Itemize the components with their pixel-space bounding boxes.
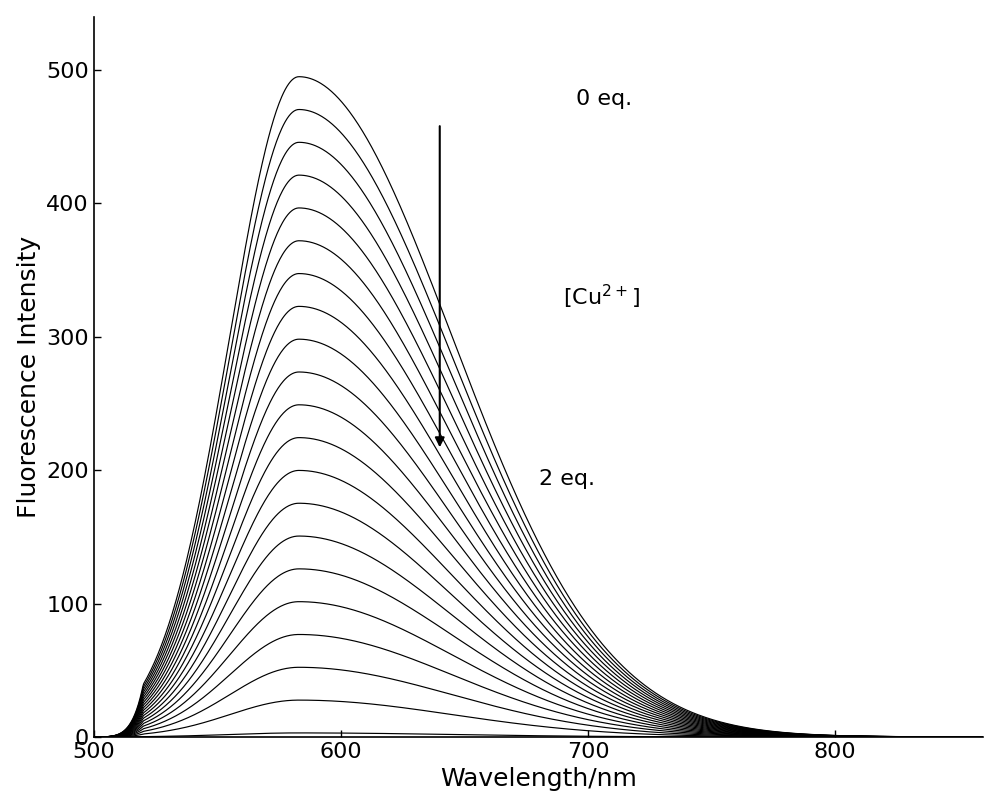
X-axis label: Wavelength/nm: Wavelength/nm xyxy=(440,768,637,791)
Text: 2 eq.: 2 eq. xyxy=(539,469,595,490)
Text: 0 eq.: 0 eq. xyxy=(576,90,632,109)
Text: $[\mathrm{Cu}^{2+}]$: $[\mathrm{Cu}^{2+}]$ xyxy=(563,283,640,311)
Y-axis label: Fluorescence Intensity: Fluorescence Intensity xyxy=(17,236,41,518)
